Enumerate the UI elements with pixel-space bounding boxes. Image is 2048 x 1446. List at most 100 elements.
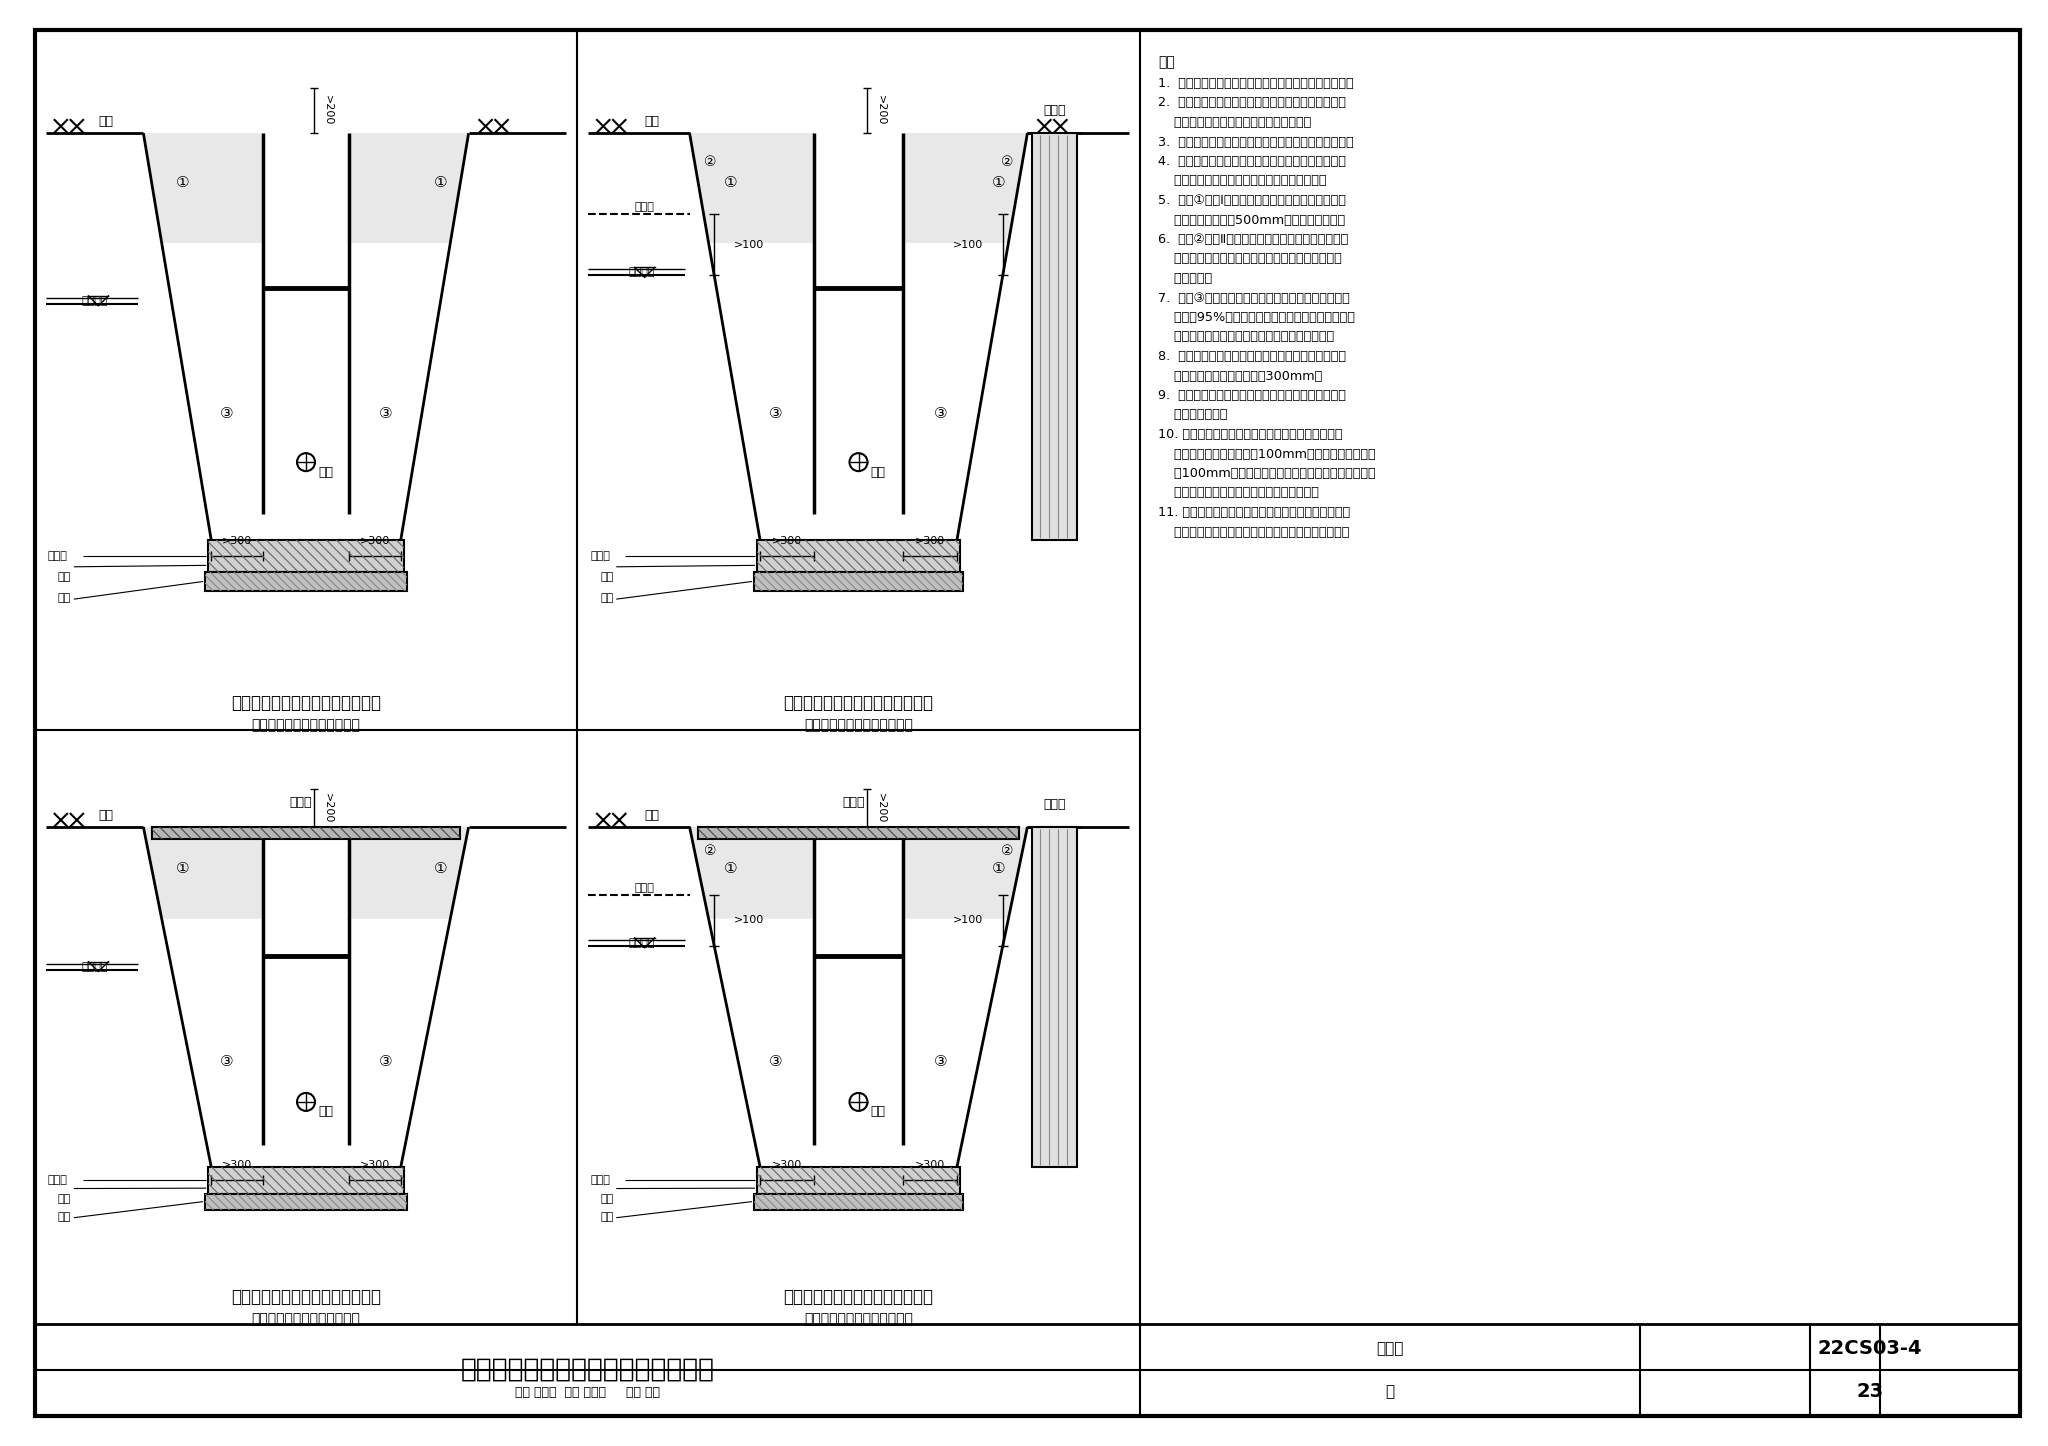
Text: 地面: 地面 [98, 116, 113, 129]
Text: （适用于设置于车行道上时）: （适用于设置于车行道上时） [805, 1312, 913, 1326]
Bar [1032, 133, 1077, 539]
Text: （适用于设置于绿化带内时）: （适用于设置于绿化带内时） [252, 719, 360, 732]
Text: 一体化预制泵站泵站抗拔做法示意: 一体化预制泵站泵站抗拔做法示意 [784, 694, 934, 711]
Bar [1032, 827, 1077, 1167]
Text: ③: ③ [219, 1054, 233, 1069]
Text: 3.  基坑回填前应清除基坑内杂物，并应排除基坑积水。: 3. 基坑回填前应清除基坑内杂物，并应排除基坑积水。 [1157, 136, 1354, 149]
Text: 保护层: 保护层 [590, 551, 610, 561]
Text: 23: 23 [1855, 1382, 1884, 1401]
Text: ③: ③ [379, 1054, 391, 1069]
Text: ①: ① [991, 175, 1006, 189]
Text: 砂或砂砾等材料回填，表面再铺砌与步道、广场相: 砂或砂砾等材料回填，表面再铺砌与步道、广场相 [1157, 253, 1341, 266]
Text: >300: >300 [360, 535, 389, 545]
Text: （适用于设置于车行道上时）: （适用于设置于车行道上时） [252, 1312, 360, 1326]
Text: 地下水位: 地下水位 [82, 962, 109, 972]
Text: >300: >300 [915, 535, 944, 545]
Text: 审核 杜富强  校对 李健明     设计 王旭: 审核 杜富强 校对 李健明 设计 王旭 [514, 1387, 659, 1400]
Text: 下100mm，上部与地面或承压板垫层底平齐。抗拔体: 下100mm，上部与地面或承压板垫层底平齐。抗拔体 [1157, 467, 1376, 480]
Text: 保护层: 保护层 [47, 1176, 68, 1186]
Text: 冰冻线: 冰冻线 [635, 202, 655, 213]
Text: ①: ① [723, 175, 737, 189]
Text: 9.  应采用木夯、铁夯和轻型压实设备回填，不得采用: 9. 应采用木夯、铁夯和轻型压实设备回填，不得采用 [1157, 389, 1346, 402]
Text: >300: >300 [360, 1160, 389, 1170]
Bar [754, 1193, 963, 1210]
Bar [209, 1167, 403, 1193]
Text: >200: >200 [874, 792, 885, 823]
Text: 承压板: 承压板 [289, 795, 311, 808]
Text: 垫层: 垫层 [600, 593, 614, 603]
Bar [754, 571, 963, 591]
Text: ①: ① [176, 175, 190, 189]
Text: 地下水位: 地下水位 [629, 938, 655, 949]
Text: 应符合设计要求和相关土质的施工验收标准的规定。: 应符合设计要求和相关土质的施工验收标准的规定。 [1157, 525, 1350, 538]
Text: 垫层: 垫层 [600, 1212, 614, 1222]
Text: 一体化预制泵站泵站基坑回填示意: 一体化预制泵站泵站基坑回填示意 [231, 1288, 381, 1306]
Text: 回填土中不得含有石块、砖块及其他硬杂物。: 回填土中不得含有石块、砖块及其他硬杂物。 [1157, 175, 1327, 188]
Bar [758, 539, 961, 571]
Bar [35, 1325, 2019, 1416]
Text: 基础: 基础 [600, 1193, 614, 1203]
Text: 机械推土回填。: 机械推土回填。 [1157, 409, 1227, 421]
Text: 页: 页 [1384, 1384, 1395, 1398]
Text: >200: >200 [324, 95, 334, 126]
Text: ①: ① [991, 860, 1006, 876]
Text: >100: >100 [952, 915, 983, 925]
Text: >300: >300 [221, 1160, 252, 1170]
Text: ③: ③ [379, 406, 391, 421]
Text: 材料宜采用中粗砂、炉渣等非冻胀性材料。: 材料宜采用中粗砂、炉渣等非冻胀性材料。 [1157, 486, 1319, 499]
Text: 基础: 基础 [600, 571, 614, 581]
Bar [754, 1193, 963, 1210]
Bar [209, 1167, 403, 1193]
Text: >200: >200 [874, 95, 885, 126]
Text: 11. 湿陷性黄土、膨胀土、永冻土等特殊地区的回填，: 11. 湿陷性黄土、膨胀土、永冻土等特殊地区的回填， [1157, 506, 1350, 519]
Text: 时，宜选用石灰土、砂或砂砾等作为回填材料。: 时，宜选用石灰土、砂或砂砾等作为回填材料。 [1157, 331, 1333, 344]
Text: 一体化预制泵站基坑回填及抗拔做法: 一体化预制泵站基坑回填及抗拔做法 [461, 1356, 715, 1382]
Text: 22CS03-4: 22CS03-4 [1819, 1339, 1923, 1358]
Text: >100: >100 [733, 915, 764, 925]
Bar [758, 539, 961, 571]
Text: 简体: 简体 [870, 1105, 885, 1118]
Text: ③: ③ [934, 406, 948, 421]
Bar [758, 1167, 961, 1193]
Text: ②: ② [1001, 155, 1014, 169]
Text: 基础: 基础 [57, 1193, 72, 1203]
Text: ①: ① [176, 860, 190, 876]
Text: 侧回填，每层厚度不宜超过300mm。: 侧回填，每层厚度不宜超过300mm。 [1157, 370, 1323, 383]
Text: 地下水位: 地下水位 [82, 296, 109, 307]
Text: 1.  基坑回填前应完成基础施工、筒体的抗浮加固措施。: 1. 基坑回填前应完成基础施工、筒体的抗浮加固措施。 [1157, 77, 1354, 90]
Bar [209, 539, 403, 571]
Text: >300: >300 [772, 1160, 803, 1170]
Text: ②: ② [705, 844, 717, 857]
Text: ③: ③ [934, 1054, 948, 1069]
Bar [152, 827, 461, 839]
Text: 冰冻线: 冰冻线 [635, 884, 655, 894]
Text: ②: ② [1001, 844, 1014, 857]
Bar [205, 1193, 408, 1210]
Text: 4.  回填土不得使用淤泥、湿陷性土、膨胀土及冻土，: 4. 回填土不得使用淤泥、湿陷性土、膨胀土及冻土， [1157, 155, 1346, 168]
Text: 简体: 简体 [870, 466, 885, 479]
Text: 垫层: 垫层 [57, 1212, 72, 1222]
Text: 一体化预制泵站泵站基坑回填示意: 一体化预制泵站泵站基坑回填示意 [231, 694, 381, 711]
Text: 度达到95%或设计要求的原土。当原土达不到要求: 度达到95%或设计要求的原土。当原土达不到要求 [1157, 311, 1356, 324]
Text: 拔体，抗拔体厚度不小于100mm，底部低于冰冻线以: 拔体，抗拔体厚度不小于100mm，底部低于冰冻线以 [1157, 447, 1376, 460]
Text: >300: >300 [772, 535, 803, 545]
Text: ①: ① [434, 860, 449, 876]
Text: 垫层: 垫层 [57, 593, 72, 603]
Text: （适用于设置于绿化带内时）: （适用于设置于绿化带内时） [805, 719, 913, 732]
Text: 图集号: 图集号 [1376, 1342, 1403, 1356]
Text: 7.  下层③宜采用含水量符合要求，且能达到夯后压实: 7. 下层③宜采用含水量符合要求，且能达到夯后压实 [1157, 292, 1350, 305]
Bar [209, 539, 403, 571]
Text: 保护层: 保护层 [47, 551, 68, 561]
Bar [698, 827, 1020, 839]
Text: 2.  基坑回填应在完成泵站内部、上下游排水管、进出: 2. 基坑回填应在完成泵站内部、上下游排水管、进出 [1157, 97, 1346, 110]
Text: 同的土壤，在表层500mm范围内不宜压实。: 同的土壤，在表层500mm范围内不宜压实。 [1157, 214, 1346, 227]
Text: 注：: 注： [1157, 55, 1176, 69]
Text: 地面: 地面 [645, 808, 659, 821]
Text: 8.  回填应在筒体四周分层、对称、均匀进行，避免单: 8. 回填应在筒体四周分层、对称、均匀进行，避免单 [1157, 350, 1346, 363]
Text: >200: >200 [324, 792, 334, 823]
Text: >100: >100 [952, 240, 983, 250]
Text: 6.  表层②用于Ⅱ型安装的泵站回填，宜采用石灰土、: 6. 表层②用于Ⅱ型安装的泵站回填，宜采用石灰土、 [1157, 233, 1348, 246]
Text: ①: ① [723, 860, 737, 876]
Text: >300: >300 [221, 535, 252, 545]
Text: 5.  表层①用于Ⅰ型安装的泵站回填，适用与绿化带相: 5. 表层①用于Ⅰ型安装的泵站回填，适用与绿化带相 [1157, 194, 1346, 207]
